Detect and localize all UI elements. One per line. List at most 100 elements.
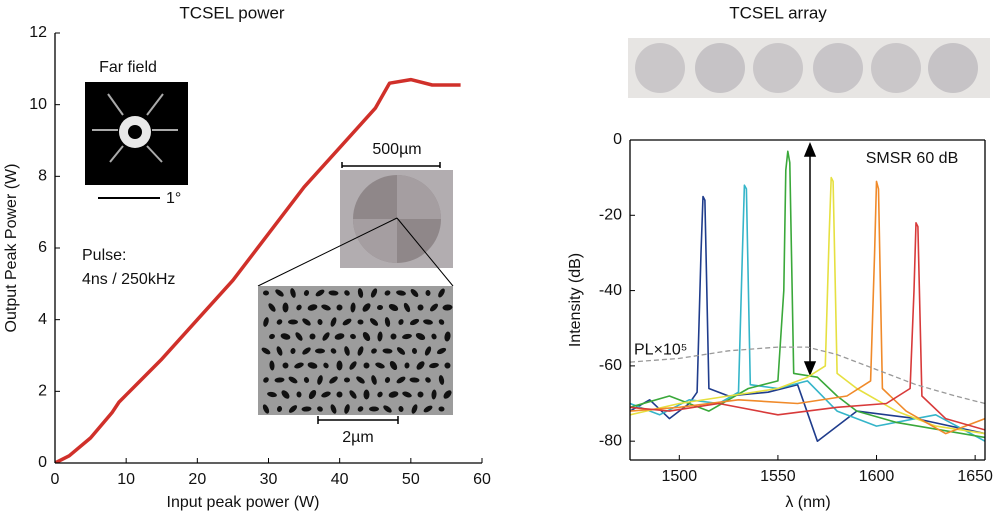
sem-hole [330, 317, 337, 327]
sem-hole [336, 391, 343, 398]
sem-hole [308, 389, 317, 400]
sem-hole [415, 333, 426, 340]
sem-hole [303, 377, 310, 383]
sem-hole [336, 304, 343, 311]
sem-hole [396, 347, 406, 355]
sem-hole [375, 362, 385, 369]
annotation: SMSR 60 dB [866, 150, 958, 167]
sem-hole [344, 290, 350, 296]
sem-hole [417, 391, 424, 398]
sem-hole [330, 404, 337, 414]
y-tick-label: 6 [38, 239, 47, 256]
y-tick-label: -40 [599, 282, 622, 299]
sem-hole [317, 319, 323, 325]
sem-hole [429, 362, 439, 369]
series-label: PL×10⁵ [634, 341, 687, 358]
sem-hole [384, 377, 391, 383]
sem-hole [388, 304, 399, 311]
sem-hole [276, 406, 283, 412]
data-line [55, 77, 461, 463]
sem-hole [342, 318, 352, 326]
sem-hole [307, 362, 318, 369]
sem-hole [383, 405, 392, 413]
sem-hole [438, 319, 445, 325]
sem-hole [371, 375, 377, 385]
sem-hole [398, 319, 404, 325]
sem-hole [384, 317, 391, 327]
sem-hole [263, 290, 269, 296]
sem-hole [444, 362, 451, 369]
x-tick-label: 1600 [859, 468, 895, 485]
annotation: 2µm [342, 429, 373, 446]
y-tick-label: 4 [38, 311, 47, 328]
sem-hole [371, 348, 377, 354]
chart-title: TCSEL array [729, 3, 827, 22]
data-line [630, 176, 985, 435]
sem-hole [357, 319, 364, 325]
sem-hole [336, 360, 343, 371]
data-line [630, 222, 985, 431]
sem-hole [261, 347, 271, 355]
x-tick-label: 40 [331, 471, 349, 488]
sem-hole [411, 404, 418, 414]
sem-hole [296, 391, 302, 398]
sem-hole [417, 304, 424, 311]
x-tick-label: 1500 [662, 468, 698, 485]
sem-hole [329, 376, 338, 384]
y-tick-label: 8 [38, 168, 47, 185]
sem-hole [302, 318, 311, 326]
sem-hole [356, 376, 365, 384]
sem-hole [349, 390, 357, 399]
sem-hole [444, 331, 451, 342]
sem-hole [315, 289, 325, 297]
sem-hole [268, 303, 276, 312]
x-tick-label: 1550 [760, 468, 796, 485]
sem-hole [404, 362, 410, 369]
sem-hole [424, 346, 432, 356]
sem-hole [321, 391, 331, 398]
x-tick-label: 60 [473, 471, 491, 488]
annotation: 4ns / 250kHz [82, 271, 175, 288]
sem-hole [330, 348, 337, 354]
sem-hole [436, 347, 447, 355]
sem-hole [357, 346, 364, 356]
x-tick-label: 20 [188, 471, 206, 488]
sem-hole [349, 361, 357, 370]
sem-hole [290, 288, 296, 298]
sem-hole [303, 290, 310, 296]
y-tick-label: -80 [599, 432, 622, 449]
sem-hole [309, 333, 316, 340]
smsr-arrow [803, 142, 817, 376]
sem-hole [263, 377, 269, 383]
sem-hole [411, 348, 418, 354]
sem-hole [323, 362, 329, 369]
array-photo [628, 38, 990, 98]
y-tick-label: 0 [613, 131, 622, 148]
y-axis-label: Intensity (dB) [567, 253, 584, 347]
sem-hole [423, 405, 433, 413]
y-tick-label: 2 [38, 383, 47, 400]
sem-hole [274, 377, 285, 383]
sem-hole [295, 332, 303, 341]
sem-hole [369, 406, 379, 412]
y-tick-label: 0 [38, 454, 47, 471]
sem-hole [321, 304, 331, 311]
sem-hole [409, 318, 420, 326]
x-axis-label: λ (nm) [785, 494, 830, 511]
x-tick-label: 50 [402, 471, 420, 488]
sem-hole [403, 302, 411, 313]
sem-hole [362, 331, 371, 342]
sem-hole [288, 376, 298, 384]
y-tick-label: -20 [599, 207, 622, 224]
y-tick-label: 12 [29, 24, 47, 41]
sem-hole [350, 302, 356, 313]
chart-title: TCSEL power [179, 3, 285, 22]
sem-hole [388, 391, 399, 398]
sem-hole [377, 391, 383, 398]
sem-hole [357, 288, 364, 298]
sem-hole [302, 347, 311, 355]
sem-hole [301, 406, 312, 412]
sem-hole [357, 406, 364, 412]
sem-hole [294, 362, 304, 369]
